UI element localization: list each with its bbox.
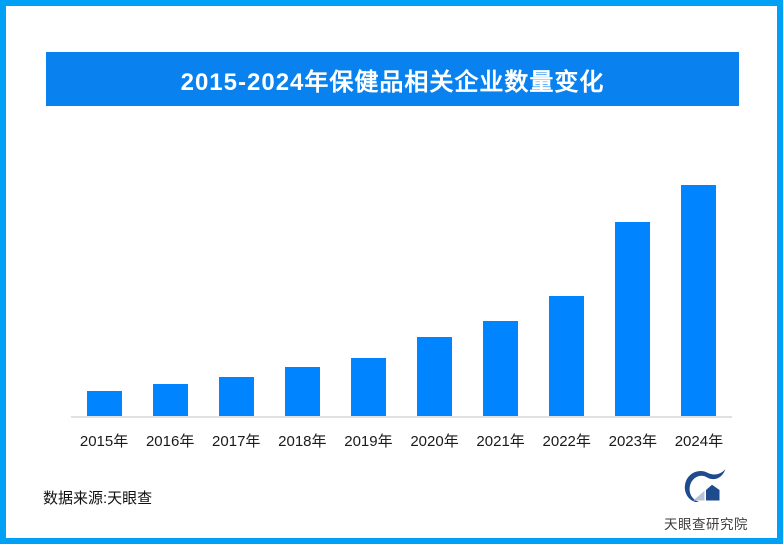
x-axis-label: 2015年: [79, 433, 129, 450]
bar-2019年: [350, 358, 386, 416]
bar-2021年: [483, 321, 519, 416]
chart-title-banner: 2015-2024年保健品相关企业数量变化: [46, 52, 739, 106]
bar-chart: [71, 185, 732, 416]
x-axis-label: 2016年: [145, 433, 195, 450]
x-axis-label: 2018年: [278, 433, 327, 450]
bar-2016年: [152, 384, 188, 416]
logo-text: 天眼查研究院: [664, 517, 748, 532]
bar-slot: [335, 185, 401, 416]
bar-slot: [203, 185, 269, 416]
tianyancha-logo-icon: [682, 466, 730, 510]
bar-2017年: [218, 377, 254, 416]
bar-2020年: [417, 337, 453, 416]
bar-slot: [600, 185, 666, 416]
bar-2022年: [549, 296, 585, 416]
data-source-label: 数据来源:天眼查: [43, 490, 153, 507]
x-axis-labels: 2015年 2016年 2017年 2018年 2019年 2020年 2021年 2022年…: [71, 430, 732, 451]
x-axis-label: 2022年: [542, 433, 591, 450]
bar-slot: [468, 185, 534, 416]
bar-slot: [137, 185, 203, 416]
bar-slot: [666, 185, 732, 416]
x-axis-label: 2019年: [344, 433, 393, 450]
x-axis-label: 2024年: [674, 433, 724, 450]
bar-slot: [71, 185, 137, 416]
bar-2015年: [86, 391, 122, 416]
x-axis-label: 2021年: [476, 433, 525, 450]
bar-slot: [269, 185, 335, 416]
chart-title: 2015-2024年保健品相关企业数量变化: [180, 68, 605, 96]
bar-2024年: [681, 185, 717, 416]
bar-2018年: [284, 367, 320, 416]
x-axis-line: [71, 416, 732, 418]
x-axis-label: 2017年: [212, 433, 261, 450]
bar-slot: [401, 185, 467, 416]
bar-slots: [71, 185, 732, 416]
x-axis-label: 2023年: [608, 433, 657, 450]
bar-2023年: [615, 222, 651, 416]
x-axis-label: 2020年: [410, 433, 459, 450]
tianyancha-research-logo: 天眼查研究院: [652, 466, 760, 533]
bar-slot: [534, 185, 600, 416]
